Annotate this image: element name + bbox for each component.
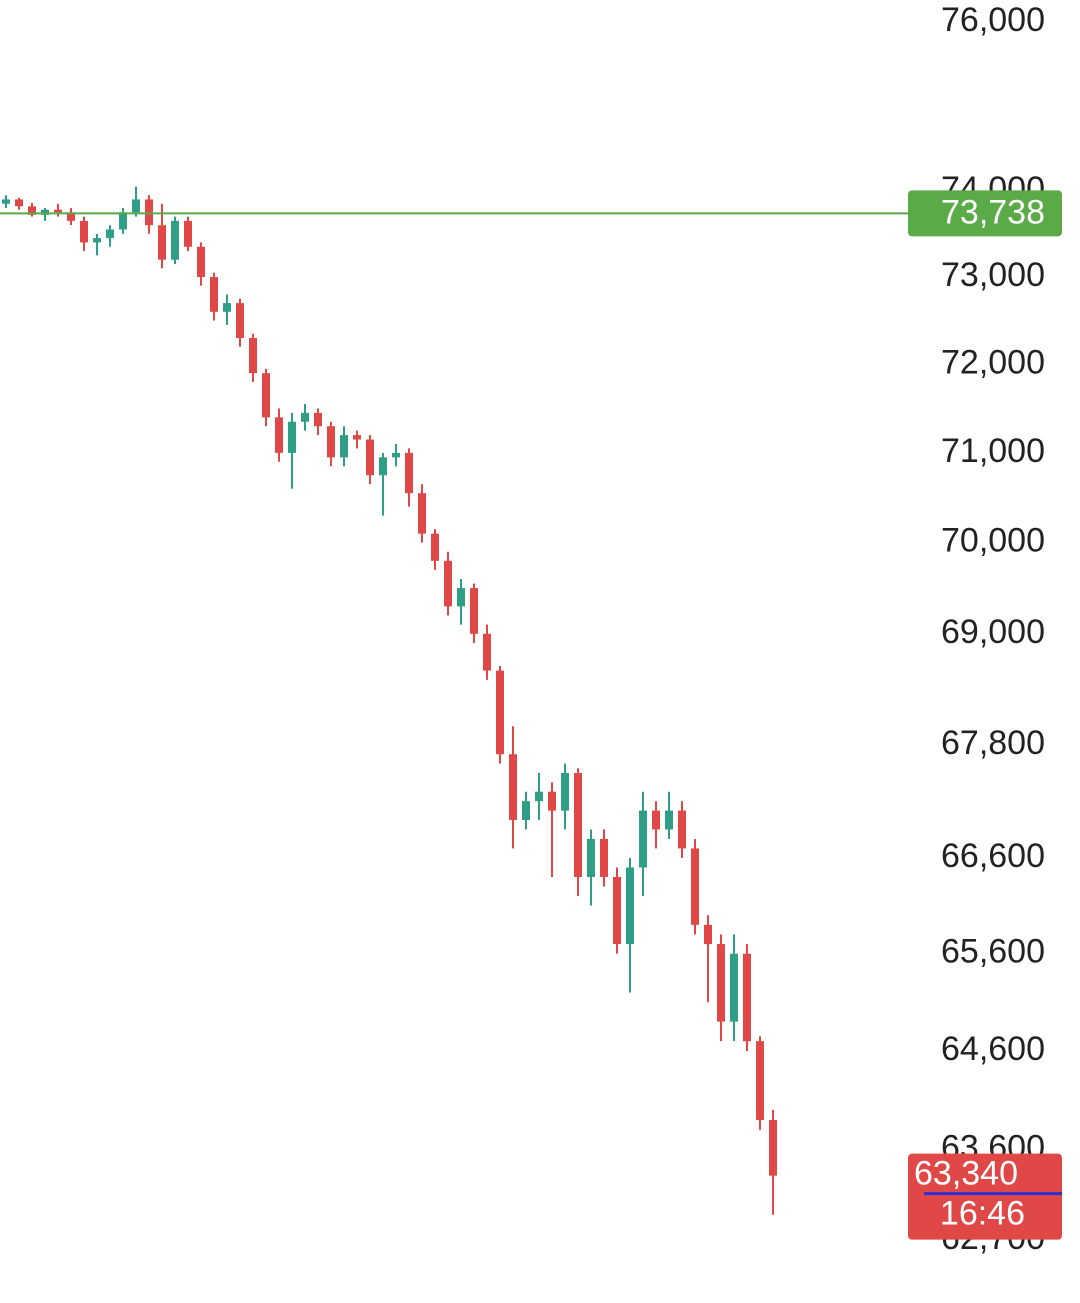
candle-body	[41, 209, 49, 215]
y-tick-label: 72,000	[941, 343, 1045, 381]
y-tick-label: 64,600	[941, 1030, 1045, 1068]
candle-body	[756, 1041, 764, 1120]
y-tick-label: 66,600	[941, 837, 1045, 875]
candle-body	[366, 439, 374, 476]
candle-body	[15, 199, 23, 207]
candle-body	[184, 220, 192, 247]
candle-body	[691, 848, 699, 925]
price-tag-label: 73,738	[941, 193, 1045, 231]
y-tick-label: 67,800	[941, 724, 1045, 762]
candle-body	[613, 876, 621, 945]
candle-body	[2, 199, 10, 204]
candle-body	[249, 338, 257, 374]
candle-body	[444, 560, 452, 607]
candle-body	[743, 953, 751, 1042]
candle-body	[730, 953, 738, 1022]
last-price-time: 16:46	[940, 1195, 1025, 1233]
candle-body	[392, 452, 400, 458]
candle-body	[457, 588, 465, 607]
candle-body	[327, 426, 335, 458]
candle-body	[80, 220, 88, 243]
last-price-label: 63,340	[914, 1155, 1018, 1193]
candle-body	[587, 838, 595, 877]
y-tick-label: 69,000	[941, 613, 1045, 651]
candle-body	[236, 303, 244, 339]
candle-body	[548, 791, 556, 811]
candle-body	[28, 206, 36, 215]
last-price-tag	[908, 1153, 1062, 1240]
candle-body	[197, 246, 205, 278]
candle-body	[470, 588, 478, 634]
candle-body	[379, 457, 387, 476]
candle-body	[535, 791, 543, 802]
candle-body	[574, 772, 582, 877]
y-tick-label: 71,000	[941, 432, 1045, 470]
candle-body	[704, 924, 712, 945]
price-tag	[908, 190, 1062, 237]
candle-body	[509, 754, 517, 821]
candle-body	[301, 412, 309, 422]
y-tick-label: 76,000	[941, 1, 1045, 39]
candle-body	[106, 229, 114, 239]
candle-body	[171, 220, 179, 260]
candle-body	[522, 801, 530, 821]
y-tick-label: 73,000	[941, 256, 1045, 294]
candle-body	[145, 199, 153, 226]
candle-body	[223, 303, 231, 312]
candle-body	[288, 421, 296, 453]
candle-body	[132, 199, 140, 213]
candle-body	[600, 838, 608, 877]
candle-body	[54, 209, 62, 213]
candle-body	[561, 772, 569, 811]
candle-body	[652, 810, 660, 830]
candle-body	[678, 810, 686, 849]
candle-body	[340, 435, 348, 458]
candle-body	[431, 533, 439, 561]
candle-body	[418, 493, 426, 534]
candle-body	[717, 944, 725, 1022]
candle-body	[93, 238, 101, 243]
candle-body	[405, 452, 413, 494]
candle-body	[210, 277, 218, 312]
candle-body	[275, 417, 283, 453]
candle-body	[496, 670, 504, 755]
candle-body	[626, 867, 634, 945]
y-tick-label: 65,600	[941, 933, 1045, 971]
candle-body	[119, 212, 127, 230]
candle-body	[314, 412, 322, 427]
candle-body	[262, 373, 270, 418]
candle-body	[353, 435, 361, 440]
candle-body	[67, 212, 75, 221]
y-tick-label: 70,000	[941, 522, 1045, 560]
candle-body	[665, 810, 673, 830]
candle-body	[769, 1119, 777, 1176]
candle-body	[639, 810, 647, 868]
candle-body	[483, 633, 491, 671]
candle-body	[158, 225, 166, 260]
